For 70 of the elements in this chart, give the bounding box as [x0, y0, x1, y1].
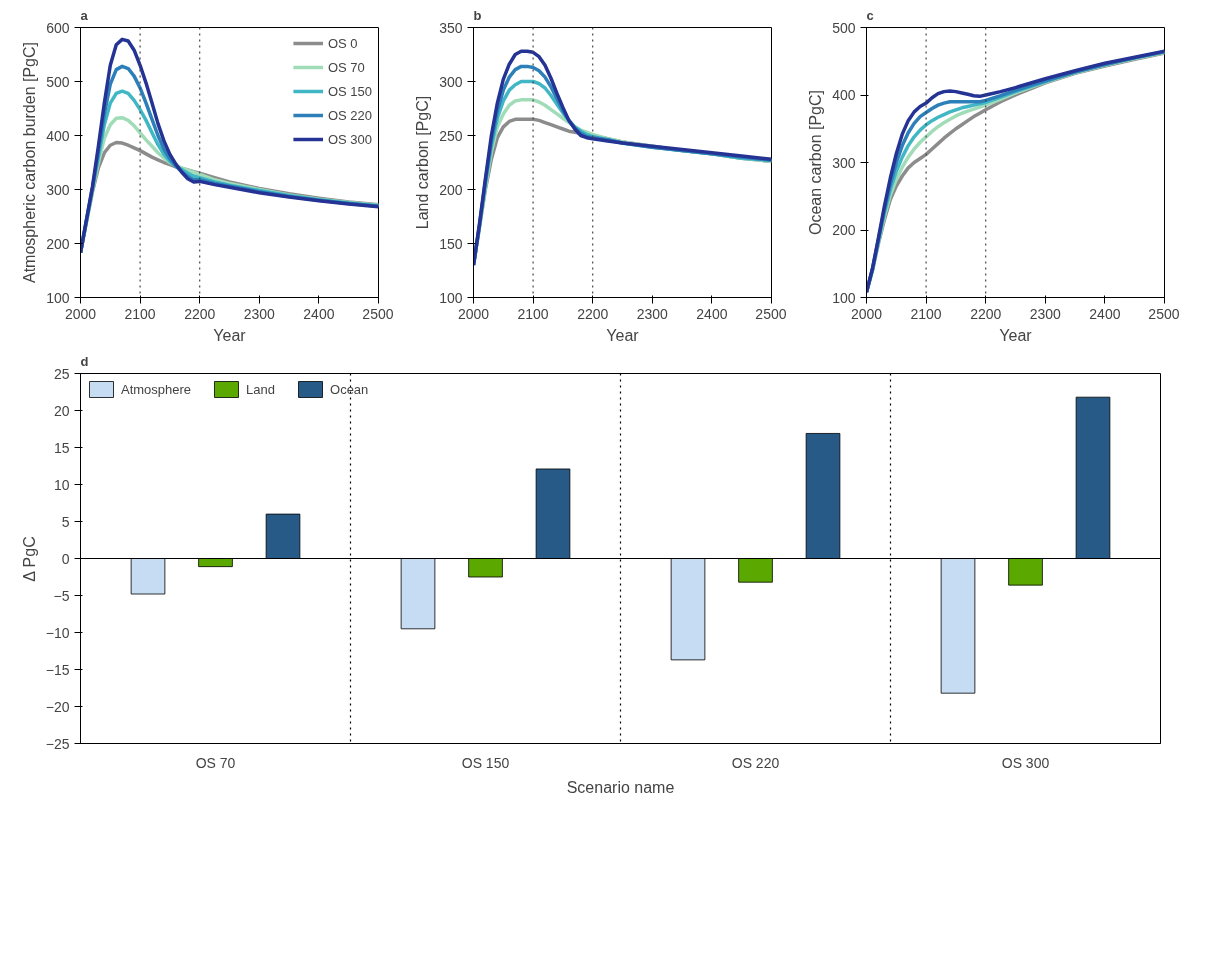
x-tick-label: 2400	[696, 305, 728, 322]
legend-label: OS 220	[327, 107, 372, 123]
y-tick-label: 200	[832, 222, 856, 238]
x-tick-label: 2200	[577, 305, 609, 322]
y-tick-label: 20	[53, 402, 70, 419]
x-tick-label: 2000	[64, 305, 97, 322]
y-tick-label: 100	[46, 289, 70, 306]
y-axis-title: Δ PgC	[20, 536, 38, 582]
y-tick-label: 100	[832, 289, 856, 306]
y-tick-label: 250	[439, 127, 463, 144]
x-axis-title: Year	[606, 326, 640, 344]
legend-label: OS 70	[327, 59, 365, 75]
y-tick-label: 10	[53, 476, 70, 493]
chart-title: d	[80, 353, 89, 369]
x-axis-title: Year	[999, 326, 1033, 344]
y-axis-title: Land carbon [PgC]	[414, 95, 432, 230]
x-tick-label: OS 220	[731, 754, 780, 771]
legend-label: OS 0	[327, 35, 358, 51]
x-tick-label: 2500	[1148, 305, 1180, 322]
chart-title: a	[80, 7, 89, 23]
x-tick-label: 2500	[362, 305, 394, 322]
y-tick-label: 500	[832, 19, 856, 36]
y-tick-label: 300	[46, 181, 70, 198]
y-tick-label: 15	[53, 439, 70, 456]
chart-title: c	[866, 7, 874, 23]
y-tick-label: 0	[61, 550, 70, 567]
y-tick-label: 400	[46, 127, 70, 144]
x-tick-label: 2100	[124, 305, 156, 322]
legend-label: OS 150	[327, 83, 372, 99]
x-tick-label: OS 300	[1001, 754, 1050, 771]
x-tick-label: 2300	[1029, 305, 1062, 322]
y-tick-label: 25	[53, 365, 70, 382]
x-tick-label: 2200	[184, 305, 216, 322]
x-axis-title: Scenario name	[566, 778, 675, 796]
y-tick-label: −10	[45, 624, 70, 641]
y-tick-label: −20	[45, 698, 70, 715]
x-tick-label: OS 70	[195, 754, 236, 771]
legend-label: Land	[246, 381, 276, 397]
x-tick-label: 2000	[457, 305, 490, 322]
legend-label: OS 300	[327, 131, 372, 147]
y-tick-label: 300	[832, 154, 856, 171]
legend-label: Ocean	[330, 381, 369, 397]
y-tick-label: −25	[45, 735, 70, 752]
chart-title: b	[473, 7, 482, 23]
legend-label: Atmosphere	[121, 381, 192, 397]
y-tick-label: −5	[53, 587, 70, 604]
y-tick-label: 5	[61, 513, 70, 530]
y-tick-label: 350	[439, 19, 463, 36]
x-tick-label: 2300	[636, 305, 669, 322]
x-tick-label: 2100	[910, 305, 942, 322]
y-tick-label: 500	[46, 73, 70, 90]
y-tick-label: 200	[46, 235, 70, 252]
y-tick-label: 300	[439, 73, 463, 90]
x-tick-label: 2400	[303, 305, 335, 322]
y-tick-label: 150	[439, 235, 463, 252]
y-axis-title: Ocean carbon [PgC]	[807, 90, 825, 235]
x-tick-label: 2100	[517, 305, 549, 322]
y-axis-title: Atmospheric carbon burden [PgC]	[21, 41, 39, 284]
y-tick-label: 600	[46, 19, 70, 36]
x-axis-title: Year	[213, 326, 247, 344]
x-tick-label: OS 150	[461, 754, 510, 771]
y-tick-label: 200	[439, 181, 463, 198]
x-tick-label: 2500	[755, 305, 787, 322]
y-tick-label: 100	[439, 289, 463, 306]
x-tick-label: 2000	[850, 305, 883, 322]
x-tick-label: 2200	[970, 305, 1002, 322]
y-tick-label: 400	[832, 87, 856, 103]
y-tick-label: −15	[45, 661, 70, 678]
x-tick-label: 2400	[1089, 305, 1121, 322]
x-tick-label: 2300	[243, 305, 276, 322]
